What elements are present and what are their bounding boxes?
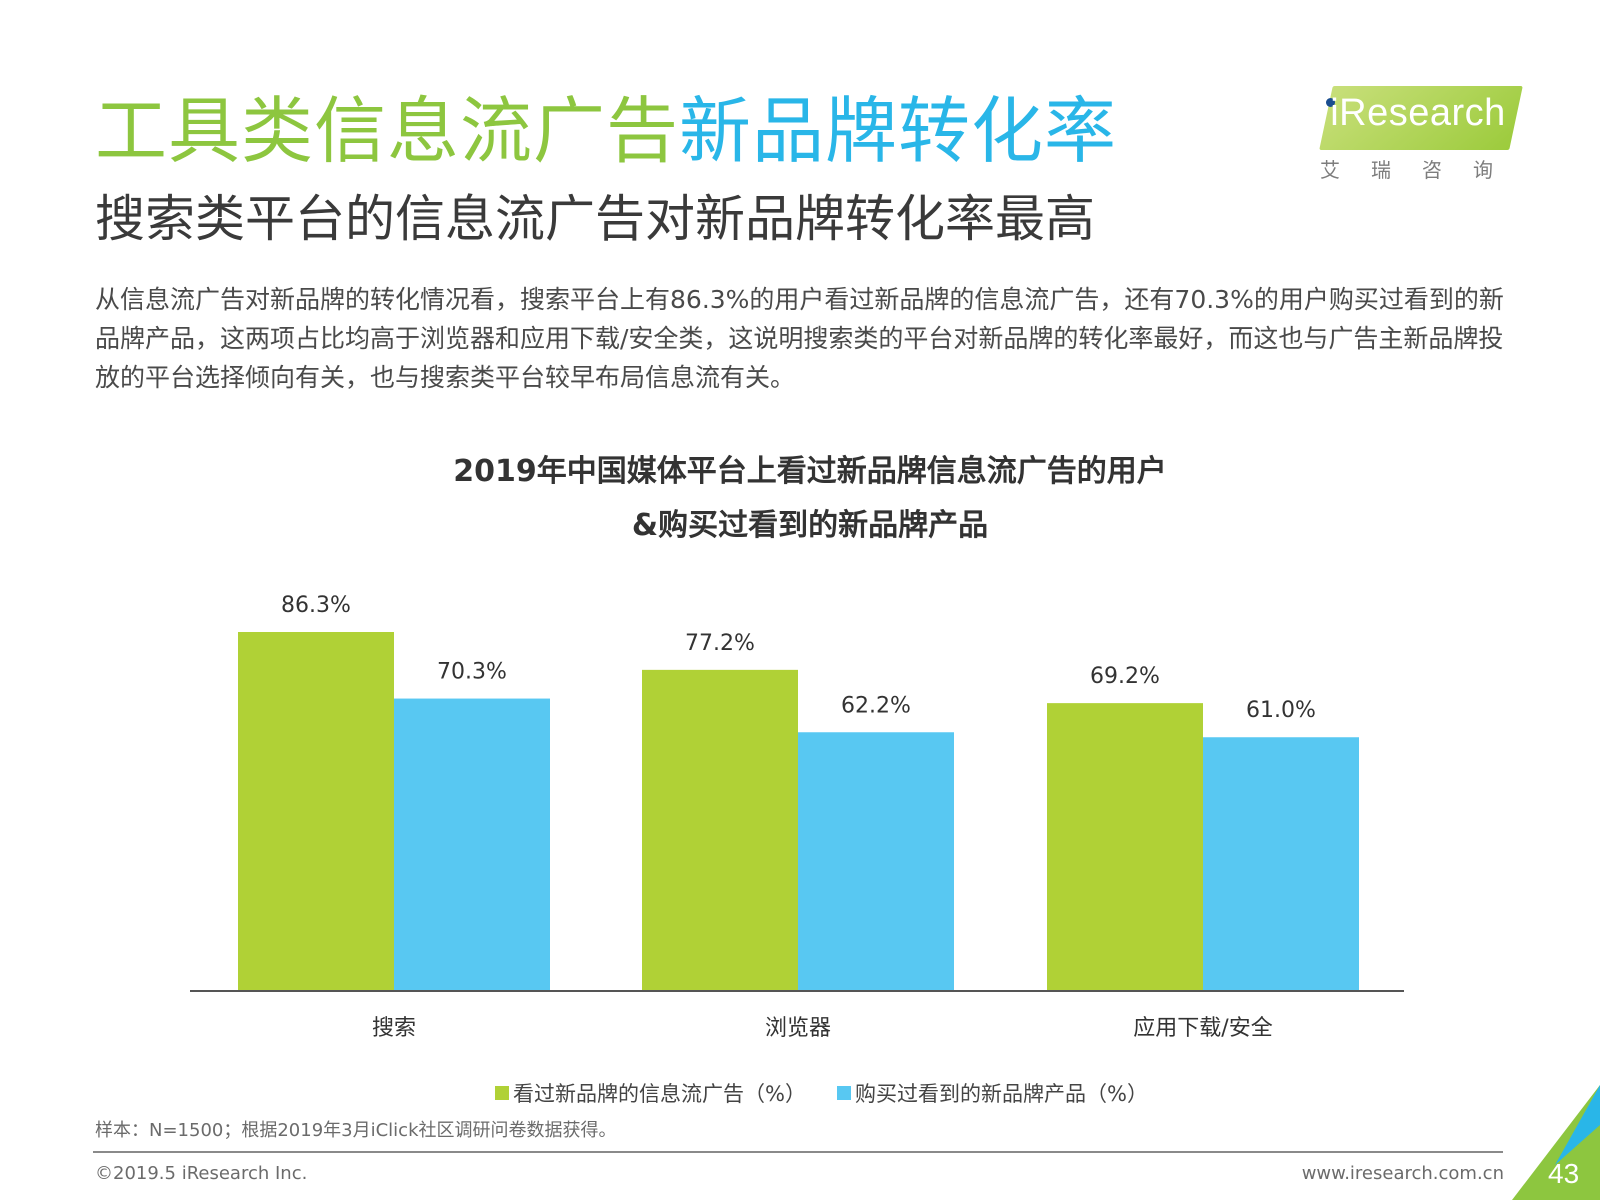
website-link[interactable]: www.iresearch.com.cn (1301, 1163, 1504, 1184)
bar-group: 86.3% 70.3% 搜索 77.2% 62.2% 浏览器 69.2% 61.0% 应用下载/… (238, 593, 1359, 1041)
legend-label: 看过新品牌的信息流广告（%） (513, 1082, 806, 1106)
logo-text: iResearch (1330, 92, 1506, 134)
page-title: 工具类信息流广告新品牌转化率 (95, 89, 1118, 173)
legend-swatch (837, 1086, 851, 1100)
category-label: 搜索 (372, 1016, 416, 1041)
bar-bought-2 (1203, 737, 1359, 991)
logo-subtext: 艾瑞咨询 (1320, 158, 1524, 182)
footer-divider (93, 1151, 1503, 1153)
bar-bought-1 (798, 732, 954, 991)
chart-title-line1: 2019年中国媒体平台上看过新品牌信息流广告的用户 (453, 454, 1167, 489)
legend-swatch (495, 1086, 509, 1100)
bar-seen-2 (1047, 703, 1203, 991)
data-label: 61.0% (1246, 698, 1316, 723)
data-label: 70.3% (437, 660, 507, 685)
legend-item: 购买过看到的新品牌产品（%） (837, 1078, 1148, 1108)
logo-dot-icon (1326, 98, 1335, 107)
legend-label: 购买过看到的新品牌产品（%） (855, 1082, 1148, 1106)
bar-seen-0 (238, 632, 394, 991)
legend-item: 看过新品牌的信息流广告（%） (495, 1078, 806, 1108)
copyright-text: ©2019.5 iResearch Inc. (95, 1163, 308, 1184)
chart-title-line2: &购买过看到的新品牌产品 (632, 508, 988, 543)
chart-legend: 看过新品牌的信息流广告（%） 购买过看到的新品牌产品（%） (0, 1078, 1600, 1108)
data-label: 86.3% (281, 593, 351, 618)
category-label: 应用下载/安全 (1133, 1016, 1272, 1041)
page-title-part1: 工具类信息流广告 (95, 89, 680, 173)
sample-note: 样本：N=1500；根据2019年3月iClick社区调研问卷数据获得。 (95, 1120, 617, 1141)
bar-bought-0 (394, 698, 550, 991)
page-title-part2: 新品牌转化率 (679, 89, 1118, 173)
category-label: 浏览器 (765, 1016, 831, 1041)
summary-paragraph: 从信息流广告对新品牌的转化情况看，搜索平台上有86.3%的用户看过新品牌的信息流… (95, 285, 1504, 392)
data-label: 62.2% (841, 693, 911, 718)
page-subtitle: 搜索类平台的信息流广告对新品牌转化率最高 (95, 190, 1095, 248)
data-label: 77.2% (685, 631, 755, 656)
corner-decoration (1512, 1085, 1600, 1200)
iresearch-logo: iResearch 艾瑞咨询 (1318, 86, 1524, 186)
data-label: 69.2% (1090, 664, 1160, 689)
bar-seen-1 (642, 669, 798, 991)
page-number: 43 (1548, 1158, 1580, 1189)
